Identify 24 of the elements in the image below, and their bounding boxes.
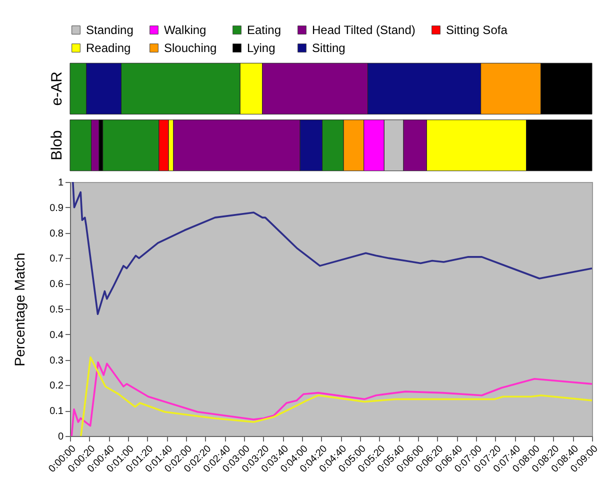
y-tick-label: e-AR bbox=[48, 71, 66, 106]
legend-label: Sitting Sofa bbox=[446, 23, 508, 37]
y-tick-label: 0.9 bbox=[50, 202, 64, 214]
legend-label: Walking bbox=[164, 23, 206, 37]
y-tick-label: 0.6 bbox=[50, 279, 64, 290]
legend-label: Lying bbox=[247, 41, 276, 55]
y-tick-label: 0.7 bbox=[50, 254, 64, 265]
y-axis-title: Percentage Match bbox=[12, 252, 28, 366]
y-tick-label: 0.1 bbox=[50, 406, 64, 418]
legend-label: Slouching bbox=[164, 41, 217, 55]
legend-label: Sitting bbox=[312, 41, 346, 55]
legend-label: Reading bbox=[86, 41, 131, 55]
y-tick-label: 0.4 bbox=[50, 330, 64, 341]
legend-label: Head Tilted (Stand) bbox=[312, 23, 416, 37]
y-tick-label: 0.5 bbox=[50, 304, 64, 316]
line-series bbox=[72, 181, 593, 315]
y-tick-label: 0 bbox=[58, 432, 64, 442]
legend-label: Standing bbox=[86, 23, 134, 37]
legend-label: Eating bbox=[247, 23, 282, 37]
y-tick-label: 1 bbox=[58, 178, 64, 188]
y-tick-label: 0.2 bbox=[50, 380, 64, 392]
y-tick-label: Blob bbox=[48, 130, 66, 160]
y-tick-label: 0.3 bbox=[50, 355, 64, 366]
y-tick-label: 0.8 bbox=[50, 228, 64, 240]
